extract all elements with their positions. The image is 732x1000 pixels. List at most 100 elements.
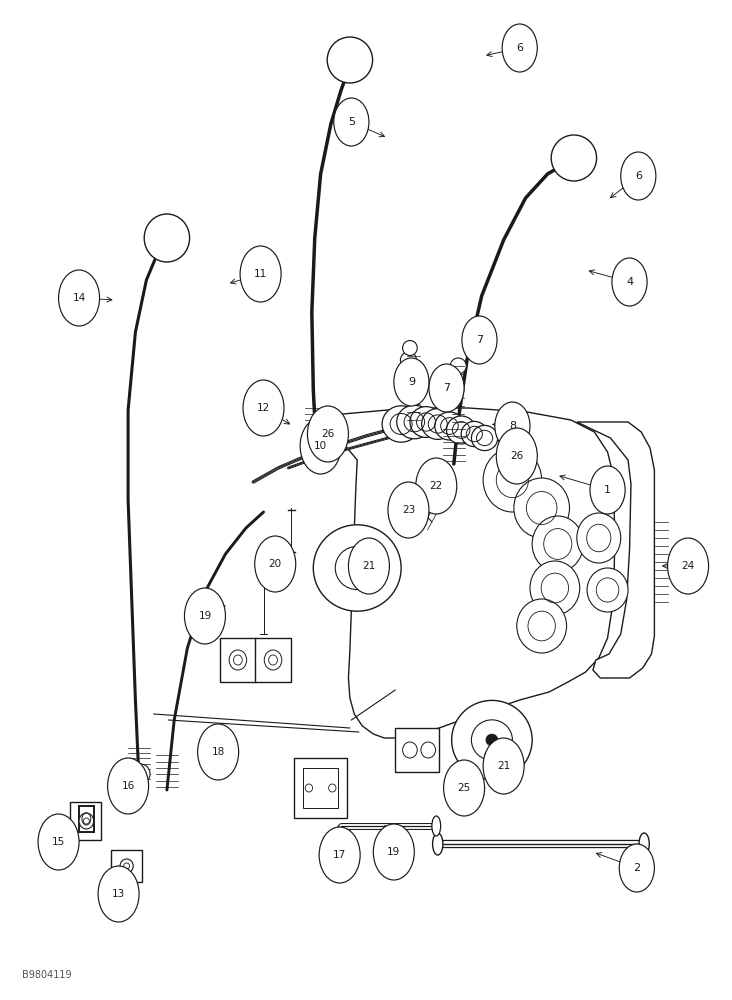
Ellipse shape: [264, 650, 282, 670]
Ellipse shape: [120, 859, 133, 873]
Ellipse shape: [305, 784, 313, 792]
FancyBboxPatch shape: [255, 638, 291, 682]
Text: 23: 23: [402, 505, 415, 515]
Ellipse shape: [450, 358, 466, 374]
Ellipse shape: [530, 561, 580, 615]
Circle shape: [300, 418, 341, 474]
Text: 11: 11: [254, 269, 267, 279]
Text: 2: 2: [633, 863, 640, 873]
Text: 1: 1: [604, 485, 611, 495]
Circle shape: [483, 738, 524, 794]
Ellipse shape: [126, 788, 145, 808]
Text: 16: 16: [122, 781, 135, 791]
Text: 9: 9: [408, 377, 415, 387]
Ellipse shape: [577, 513, 621, 563]
Ellipse shape: [517, 599, 567, 653]
Circle shape: [373, 824, 414, 880]
Text: B9804119: B9804119: [22, 970, 72, 980]
Circle shape: [502, 24, 537, 72]
Text: 21: 21: [362, 561, 376, 571]
Ellipse shape: [329, 784, 336, 792]
Ellipse shape: [410, 407, 442, 437]
Text: 18: 18: [212, 747, 225, 757]
Text: 14: 14: [72, 293, 86, 303]
Circle shape: [108, 758, 149, 814]
Ellipse shape: [532, 516, 583, 572]
Ellipse shape: [452, 700, 532, 780]
Text: 7: 7: [443, 383, 450, 393]
Ellipse shape: [403, 742, 417, 758]
Ellipse shape: [327, 37, 373, 83]
Text: 25: 25: [458, 783, 471, 793]
Circle shape: [198, 724, 239, 780]
Circle shape: [307, 406, 348, 462]
Ellipse shape: [400, 352, 417, 368]
Ellipse shape: [313, 525, 401, 611]
Ellipse shape: [422, 409, 454, 439]
Text: 17: 17: [333, 850, 346, 860]
Ellipse shape: [551, 135, 597, 181]
FancyBboxPatch shape: [111, 850, 142, 882]
Text: 13: 13: [112, 889, 125, 899]
Circle shape: [619, 844, 654, 892]
Ellipse shape: [461, 421, 488, 447]
Ellipse shape: [79, 813, 94, 829]
Ellipse shape: [483, 448, 542, 512]
FancyBboxPatch shape: [220, 638, 256, 682]
Circle shape: [444, 760, 485, 816]
Text: 5: 5: [348, 117, 355, 127]
Ellipse shape: [432, 816, 441, 836]
Ellipse shape: [471, 425, 498, 451]
FancyBboxPatch shape: [395, 728, 439, 772]
Text: 6: 6: [635, 171, 642, 181]
Circle shape: [416, 458, 457, 514]
Circle shape: [429, 364, 464, 412]
Text: 20: 20: [269, 559, 282, 569]
Ellipse shape: [514, 478, 569, 538]
Circle shape: [590, 466, 625, 514]
Ellipse shape: [447, 416, 476, 444]
FancyBboxPatch shape: [294, 758, 347, 818]
Text: 15: 15: [52, 837, 65, 847]
Text: 26: 26: [510, 451, 523, 461]
Ellipse shape: [121, 774, 140, 794]
FancyBboxPatch shape: [70, 802, 101, 840]
Text: 6: 6: [516, 43, 523, 53]
Circle shape: [184, 588, 225, 644]
Circle shape: [496, 428, 537, 484]
Text: 8: 8: [509, 421, 516, 431]
Ellipse shape: [144, 214, 190, 262]
Text: 19: 19: [387, 847, 400, 857]
Text: 22: 22: [430, 481, 443, 491]
Text: 21: 21: [497, 761, 510, 771]
Ellipse shape: [421, 742, 436, 758]
Circle shape: [255, 536, 296, 592]
Text: 26: 26: [321, 429, 335, 439]
Text: 24: 24: [681, 561, 695, 571]
Circle shape: [394, 358, 429, 406]
Circle shape: [98, 866, 139, 922]
Ellipse shape: [229, 650, 247, 670]
Ellipse shape: [397, 405, 432, 439]
Circle shape: [462, 316, 497, 364]
Circle shape: [243, 380, 284, 436]
Polygon shape: [321, 408, 615, 738]
Ellipse shape: [382, 406, 420, 442]
Text: 19: 19: [198, 611, 212, 621]
Ellipse shape: [587, 568, 628, 612]
Circle shape: [240, 246, 281, 302]
Circle shape: [334, 98, 369, 146]
Circle shape: [612, 258, 647, 306]
Circle shape: [621, 152, 656, 200]
Circle shape: [388, 482, 429, 538]
Ellipse shape: [486, 734, 498, 746]
Circle shape: [319, 827, 360, 883]
Text: 7: 7: [476, 335, 483, 345]
Ellipse shape: [351, 562, 364, 574]
Circle shape: [38, 814, 79, 870]
Text: 10: 10: [314, 441, 327, 451]
Ellipse shape: [131, 764, 150, 784]
Text: 4: 4: [626, 277, 633, 287]
Circle shape: [348, 538, 389, 594]
Text: 12: 12: [257, 403, 270, 413]
